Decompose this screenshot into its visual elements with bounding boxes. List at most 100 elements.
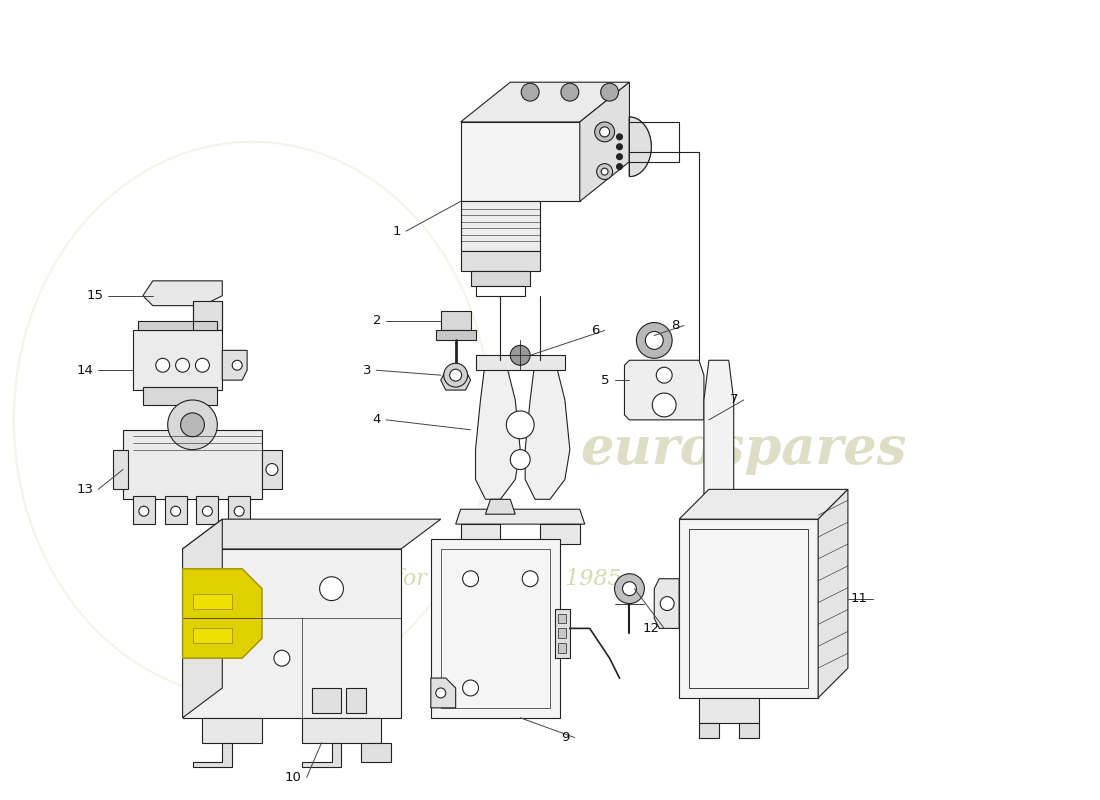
Polygon shape [540,524,580,544]
Text: 13: 13 [76,483,94,496]
Polygon shape [629,117,651,177]
Polygon shape [436,330,475,341]
Polygon shape [183,569,262,658]
Text: eurospares: eurospares [580,424,906,475]
Polygon shape [301,742,341,767]
Bar [558,643,565,654]
Polygon shape [698,722,718,738]
Polygon shape [455,510,585,524]
Polygon shape [629,117,651,177]
Polygon shape [431,539,560,718]
Polygon shape [475,360,520,499]
Circle shape [616,164,623,170]
Bar [133,330,222,390]
Polygon shape [361,742,392,762]
Circle shape [436,688,446,698]
Polygon shape [461,122,580,202]
Circle shape [646,331,663,350]
Circle shape [196,358,209,372]
Circle shape [180,413,205,437]
Polygon shape [192,629,232,643]
Polygon shape [192,301,222,330]
Circle shape [616,134,623,140]
Polygon shape [461,524,500,544]
Bar [311,688,341,713]
Polygon shape [485,499,515,514]
Circle shape [510,346,530,366]
Bar [113,450,128,490]
Polygon shape [471,271,530,286]
Circle shape [616,154,623,160]
Circle shape [595,122,615,142]
Circle shape [167,400,218,450]
Circle shape [450,370,462,381]
Text: 8: 8 [671,319,679,332]
Bar [262,450,282,490]
Bar [558,614,565,623]
Circle shape [274,650,289,666]
Circle shape [443,363,468,387]
Text: 15: 15 [86,290,103,302]
Polygon shape [301,718,382,742]
Polygon shape [461,251,540,271]
Circle shape [521,83,539,101]
Circle shape [601,168,608,175]
Bar [346,688,366,713]
Circle shape [139,506,148,516]
Text: 4: 4 [373,414,382,426]
Polygon shape [192,742,232,767]
Polygon shape [679,490,848,519]
Polygon shape [679,519,818,698]
Bar [556,609,570,658]
Bar [138,321,218,330]
Polygon shape [431,678,455,708]
Text: 1: 1 [393,225,402,238]
Bar [197,496,218,524]
Polygon shape [475,355,565,370]
Polygon shape [183,549,402,718]
Circle shape [600,127,609,137]
Text: 2: 2 [373,314,382,327]
Circle shape [637,322,672,358]
Polygon shape [143,281,222,306]
Circle shape [623,582,637,596]
Text: 12: 12 [642,622,659,635]
Text: 14: 14 [76,364,94,377]
Polygon shape [222,350,248,380]
Bar [133,496,155,524]
Circle shape [522,571,538,586]
Circle shape [561,83,579,101]
Circle shape [615,574,645,603]
Circle shape [510,450,530,470]
Circle shape [234,506,244,516]
Circle shape [463,571,478,586]
Polygon shape [461,202,540,251]
Text: a passion for parts since 1985: a passion for parts since 1985 [282,568,622,590]
Polygon shape [461,82,629,122]
Circle shape [506,411,535,438]
Polygon shape [654,578,679,629]
Text: 9: 9 [561,731,570,744]
Circle shape [176,358,189,372]
Bar [229,496,250,524]
Circle shape [463,680,478,696]
Circle shape [601,83,618,101]
Text: 7: 7 [730,394,739,406]
Circle shape [156,358,169,372]
Text: 3: 3 [363,364,372,377]
Circle shape [652,393,676,417]
Polygon shape [739,722,759,738]
Polygon shape [704,360,734,510]
Polygon shape [441,370,471,390]
Circle shape [232,360,242,370]
Polygon shape [818,490,848,698]
Text: 6: 6 [592,324,600,337]
Circle shape [657,367,672,383]
Circle shape [320,577,343,601]
Circle shape [596,164,613,179]
Text: 5: 5 [601,374,609,386]
Polygon shape [625,360,704,420]
Circle shape [266,463,278,475]
Polygon shape [202,718,262,742]
Polygon shape [441,310,471,330]
